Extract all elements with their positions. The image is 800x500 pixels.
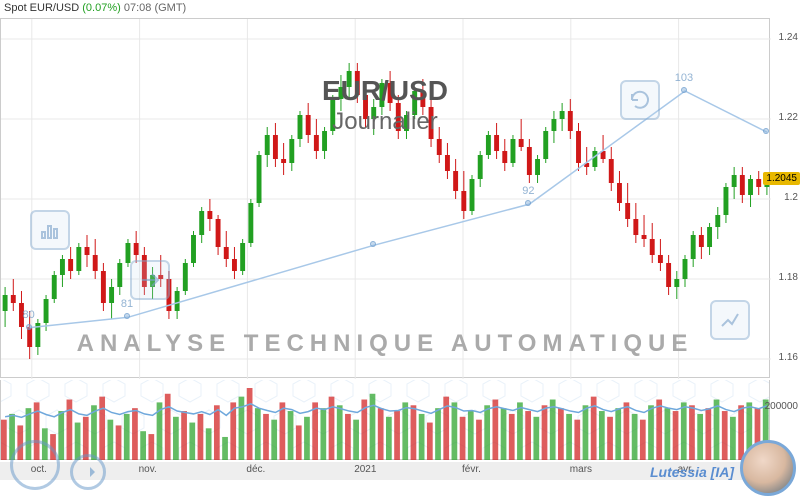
overlay-point	[124, 313, 130, 319]
y-tick: 1.16	[779, 352, 798, 363]
chart-icon	[30, 210, 70, 250]
nav-back-button[interactable]	[10, 440, 60, 490]
x-tick: mars	[570, 464, 592, 475]
pair-label: Spot EUR/USD	[4, 2, 79, 14]
current-price-tag: 1.2045	[763, 172, 800, 185]
y-tick: 1.18	[779, 272, 798, 283]
y-tick: 1.24	[779, 32, 798, 43]
nav-forward-button[interactable]	[70, 454, 106, 490]
x-tick: nov.	[139, 464, 157, 475]
overlay-point	[370, 241, 376, 247]
overlay-label: 81	[121, 298, 133, 310]
y-tick: 1.2	[784, 192, 798, 203]
volume-panel[interactable]	[0, 380, 770, 460]
overlay-point	[525, 200, 531, 206]
volume-tick: 200000	[765, 401, 798, 412]
trend-icon	[710, 300, 750, 340]
x-tick: déc.	[246, 464, 265, 475]
overlay-point	[763, 128, 769, 134]
timestamp: 07:08 (GMT)	[124, 2, 186, 14]
overlay-point	[26, 324, 32, 330]
y-tick: 1.22	[779, 112, 798, 123]
overlay-label: 103	[675, 72, 693, 84]
x-tick: 2021	[354, 464, 376, 475]
y-axis: 1.16 1.18 1.2 1.22 1.24	[770, 18, 800, 378]
header: Spot EUR/USD (0.07%) 07:08 (GMT)	[4, 2, 186, 14]
arrow-icon	[130, 260, 170, 300]
brand-label: Lutessia [IA]	[650, 464, 734, 480]
x-tick: févr.	[462, 464, 481, 475]
overlay-point	[681, 87, 687, 93]
overlay-label: 80	[23, 309, 35, 321]
overlay-label: 92	[522, 185, 534, 197]
avatar[interactable]	[740, 440, 796, 496]
price-chart[interactable]	[0, 18, 770, 378]
pct-change: (0.07%)	[82, 2, 121, 14]
refresh-icon	[620, 80, 660, 120]
